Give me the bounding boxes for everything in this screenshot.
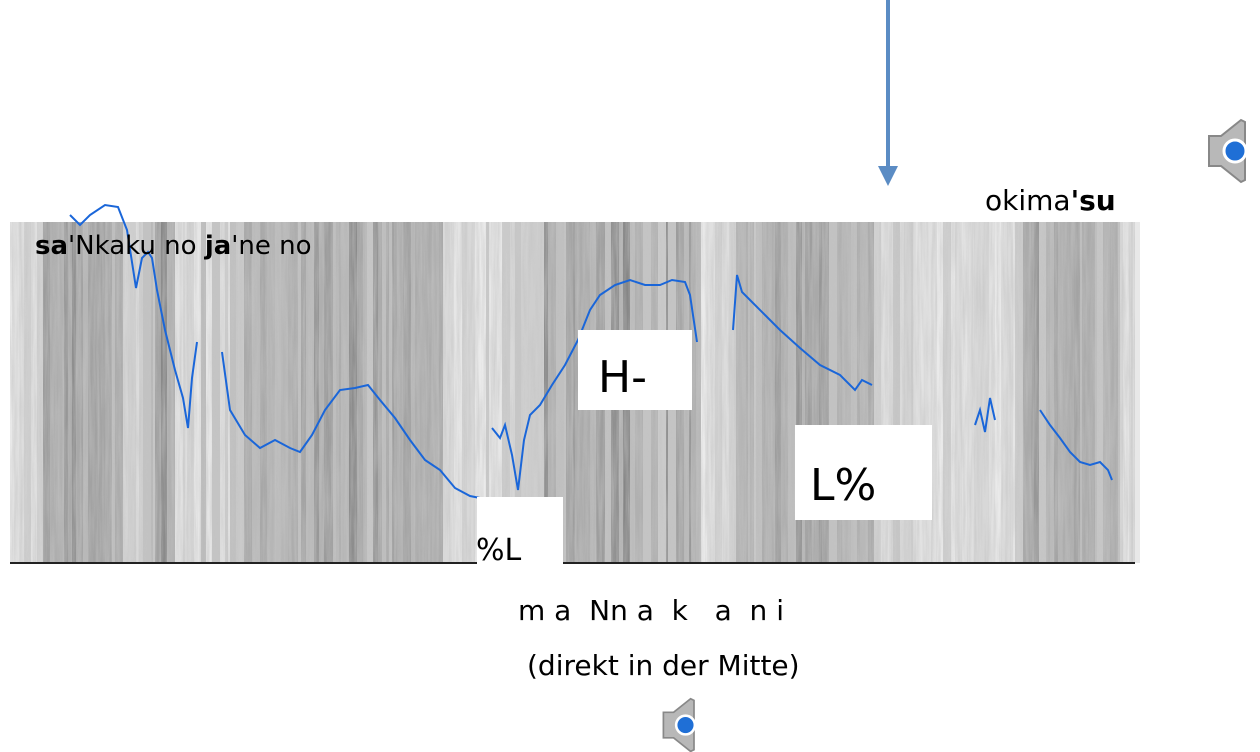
pitch-piece [1039, 409, 1113, 481]
tone-label: H- [598, 352, 647, 403]
phrase-segment: 'ne no [231, 231, 311, 261]
segmentation: m a Nn a k a n i [518, 594, 784, 627]
phrase-segment: okima [985, 184, 1071, 217]
tone-label: %L [476, 533, 522, 568]
pitch-piece [221, 351, 481, 499]
spectrogram-band [1133, 222, 1140, 563]
speaker-cone [1222, 138, 1248, 164]
speaker-icon[interactable] [662, 697, 697, 752]
phrase: sa'Nkaku no ja'ne no [35, 231, 312, 261]
tone-box [477, 497, 563, 565]
spectrogram-texture [10, 222, 1135, 563]
phrase-segment: sa [35, 231, 68, 261]
pitch-piece [69, 203, 198, 429]
pitch-piece [974, 397, 996, 433]
tone-box [578, 330, 692, 410]
tone-box [795, 425, 932, 520]
speaker-cone [674, 714, 697, 736]
speaker-icon[interactable] [1208, 118, 1248, 184]
arrow-head [878, 166, 898, 186]
note: (direkt in der Mitte) [527, 649, 800, 682]
phrase-segment: 'su [1071, 184, 1116, 217]
tone-label: L% [810, 460, 876, 511]
phrase-segment: ja [204, 231, 231, 261]
phrase-segment: 'Nkaku no [68, 231, 205, 261]
pitch-piece [732, 274, 873, 392]
phrase: okima'su [985, 184, 1116, 217]
